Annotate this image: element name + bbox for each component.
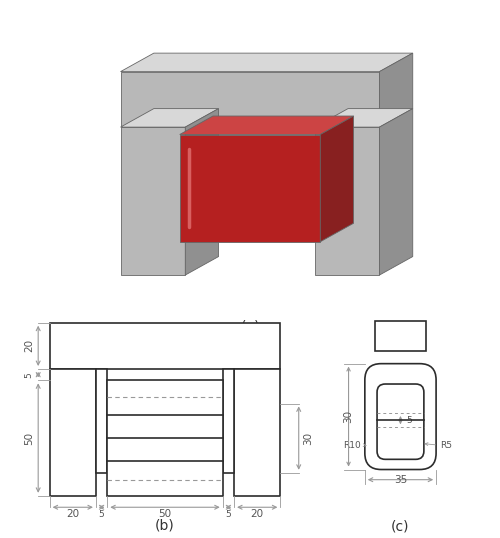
Polygon shape bbox=[380, 109, 412, 275]
Polygon shape bbox=[120, 72, 380, 127]
Bar bbox=[375, 321, 426, 351]
Text: 5: 5 bbox=[406, 416, 412, 424]
Text: 20: 20 bbox=[250, 509, 264, 519]
FancyBboxPatch shape bbox=[365, 364, 436, 470]
Text: 5: 5 bbox=[226, 509, 232, 519]
Text: 50: 50 bbox=[24, 431, 34, 444]
Text: 50: 50 bbox=[158, 509, 172, 519]
Bar bbox=[108, 380, 222, 495]
Text: (c): (c) bbox=[391, 520, 409, 534]
Polygon shape bbox=[314, 127, 380, 275]
Text: 20: 20 bbox=[66, 509, 80, 519]
Bar bbox=[234, 369, 280, 495]
Text: 20: 20 bbox=[24, 339, 34, 352]
Text: 35: 35 bbox=[394, 475, 407, 485]
Bar bbox=[50, 323, 280, 369]
Polygon shape bbox=[120, 109, 218, 127]
Polygon shape bbox=[120, 53, 412, 72]
Text: (a): (a) bbox=[240, 320, 260, 334]
Bar bbox=[96, 369, 108, 473]
Polygon shape bbox=[380, 53, 412, 127]
Polygon shape bbox=[120, 127, 186, 275]
Text: 30: 30 bbox=[344, 410, 353, 423]
Text: R10: R10 bbox=[343, 441, 361, 450]
Polygon shape bbox=[314, 109, 412, 127]
Text: 5: 5 bbox=[24, 372, 34, 378]
Text: 30: 30 bbox=[303, 431, 313, 444]
Bar bbox=[222, 369, 234, 473]
Polygon shape bbox=[180, 134, 320, 242]
Text: (b): (b) bbox=[155, 519, 175, 533]
Polygon shape bbox=[186, 109, 218, 275]
Polygon shape bbox=[320, 116, 354, 242]
Text: 5: 5 bbox=[98, 509, 104, 519]
FancyBboxPatch shape bbox=[377, 384, 424, 459]
Text: R5: R5 bbox=[440, 441, 452, 450]
Polygon shape bbox=[180, 116, 354, 134]
Bar bbox=[50, 369, 96, 495]
